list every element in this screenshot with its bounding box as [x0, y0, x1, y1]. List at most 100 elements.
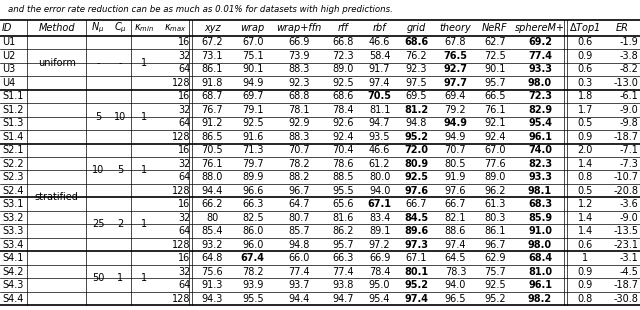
Text: 61.3: 61.3 [484, 199, 506, 209]
Text: 70.5: 70.5 [202, 145, 223, 155]
Text: 79.2: 79.2 [445, 105, 467, 115]
Text: 72.3: 72.3 [528, 91, 552, 101]
Text: 1: 1 [141, 166, 147, 175]
Text: 64.8: 64.8 [202, 253, 223, 263]
Text: 62.7: 62.7 [484, 38, 506, 47]
Text: 92.4: 92.4 [332, 132, 354, 142]
Text: 76.1: 76.1 [202, 159, 223, 169]
Text: 97.4: 97.4 [445, 240, 467, 250]
Text: 62.9: 62.9 [484, 253, 506, 263]
Text: 93.8: 93.8 [332, 280, 354, 290]
Text: 97.6: 97.6 [404, 186, 428, 196]
Text: 1: 1 [141, 219, 147, 229]
Text: 72.5: 72.5 [484, 51, 506, 61]
Text: 95.7: 95.7 [332, 240, 354, 250]
Text: 66.7: 66.7 [445, 199, 467, 209]
Text: 70.5: 70.5 [367, 91, 392, 101]
Text: 79.1: 79.1 [242, 105, 264, 115]
Text: 64: 64 [178, 118, 190, 128]
Text: 0.9: 0.9 [578, 267, 593, 277]
Text: 95.7: 95.7 [484, 78, 506, 88]
Text: 94.9: 94.9 [445, 132, 466, 142]
Text: 32: 32 [178, 159, 190, 169]
Text: 1: 1 [117, 273, 123, 283]
Text: 77.4: 77.4 [288, 267, 310, 277]
Text: 128: 128 [172, 132, 190, 142]
Text: 73.1: 73.1 [202, 51, 223, 61]
Text: 90.1: 90.1 [242, 64, 264, 74]
Text: 74.0: 74.0 [528, 145, 552, 155]
Text: S2.3: S2.3 [2, 172, 24, 182]
Text: 16: 16 [178, 38, 190, 47]
Text: 98.0: 98.0 [528, 78, 552, 88]
Text: -1.9: -1.9 [620, 38, 639, 47]
Text: uniform: uniform [38, 58, 76, 68]
Text: 0.9: 0.9 [578, 280, 593, 290]
Text: 128: 128 [172, 78, 190, 88]
Text: U2: U2 [2, 51, 15, 61]
Text: 1.4: 1.4 [578, 226, 593, 236]
Text: rff: rff [338, 23, 348, 33]
Text: 92.9: 92.9 [288, 118, 310, 128]
Text: 77.4: 77.4 [528, 51, 552, 61]
Text: 93.2: 93.2 [202, 240, 223, 250]
Text: 97.6: 97.6 [445, 186, 467, 196]
Text: 76.1: 76.1 [484, 105, 506, 115]
Text: -13.5: -13.5 [614, 226, 639, 236]
Text: 88.0: 88.0 [202, 172, 223, 182]
Text: 89.6: 89.6 [404, 226, 428, 236]
Text: 68.6: 68.6 [404, 38, 428, 47]
Text: 94.0: 94.0 [369, 186, 390, 196]
Text: S3.4: S3.4 [2, 240, 23, 250]
Text: 0.8: 0.8 [578, 294, 593, 303]
Text: 1: 1 [582, 253, 588, 263]
Text: 70.7: 70.7 [288, 145, 310, 155]
Text: 97.3: 97.3 [404, 240, 428, 250]
Text: 81.6: 81.6 [332, 213, 354, 223]
Text: S2.4: S2.4 [2, 186, 24, 196]
Text: and the error rate reduction can be as much as 0.01% for datasets with high pred: and the error rate reduction can be as m… [8, 5, 392, 14]
Text: 93.3: 93.3 [528, 172, 552, 182]
Text: 80: 80 [206, 213, 218, 223]
Text: 5: 5 [117, 166, 124, 175]
Text: 0.9: 0.9 [578, 51, 593, 61]
Text: 66.7: 66.7 [405, 199, 427, 209]
Text: 64: 64 [178, 280, 190, 290]
Text: 82.3: 82.3 [528, 159, 552, 169]
Text: NeRF: NeRF [482, 23, 508, 33]
Text: S3.3: S3.3 [2, 226, 23, 236]
Text: 16: 16 [178, 91, 190, 101]
Text: 85.4: 85.4 [202, 226, 223, 236]
Text: -9.0: -9.0 [620, 105, 639, 115]
Text: 77.4: 77.4 [332, 267, 354, 277]
Text: 75.6: 75.6 [202, 267, 223, 277]
Text: 80.3: 80.3 [484, 213, 506, 223]
Text: 95.0: 95.0 [369, 280, 390, 290]
Text: 89.0: 89.0 [332, 64, 354, 74]
Text: 94.9: 94.9 [242, 78, 264, 88]
Text: 82.1: 82.1 [445, 213, 467, 223]
Text: 78.3: 78.3 [445, 267, 467, 277]
Text: 66.2: 66.2 [202, 199, 223, 209]
Text: 75.7: 75.7 [484, 267, 506, 277]
Text: 46.6: 46.6 [369, 38, 390, 47]
Text: 32: 32 [178, 51, 190, 61]
Text: 92.1: 92.1 [484, 118, 506, 128]
Text: 95.4: 95.4 [528, 118, 552, 128]
Text: 97.4: 97.4 [369, 78, 390, 88]
Text: 68.8: 68.8 [288, 91, 310, 101]
Text: 79.7: 79.7 [242, 159, 264, 169]
Text: 128: 128 [172, 294, 190, 303]
Text: 70.4: 70.4 [332, 145, 354, 155]
Text: 68.3: 68.3 [528, 199, 552, 209]
Text: 96.5: 96.5 [445, 294, 467, 303]
Text: 64: 64 [178, 64, 190, 74]
Text: 58.4: 58.4 [369, 51, 390, 61]
Text: S1.2: S1.2 [2, 105, 24, 115]
Text: theory: theory [440, 23, 472, 33]
Text: ID: ID [2, 23, 12, 33]
Text: 80.9: 80.9 [404, 159, 428, 169]
Text: 69.4: 69.4 [445, 91, 466, 101]
Text: 96.7: 96.7 [484, 240, 506, 250]
Text: 96.0: 96.0 [242, 240, 264, 250]
